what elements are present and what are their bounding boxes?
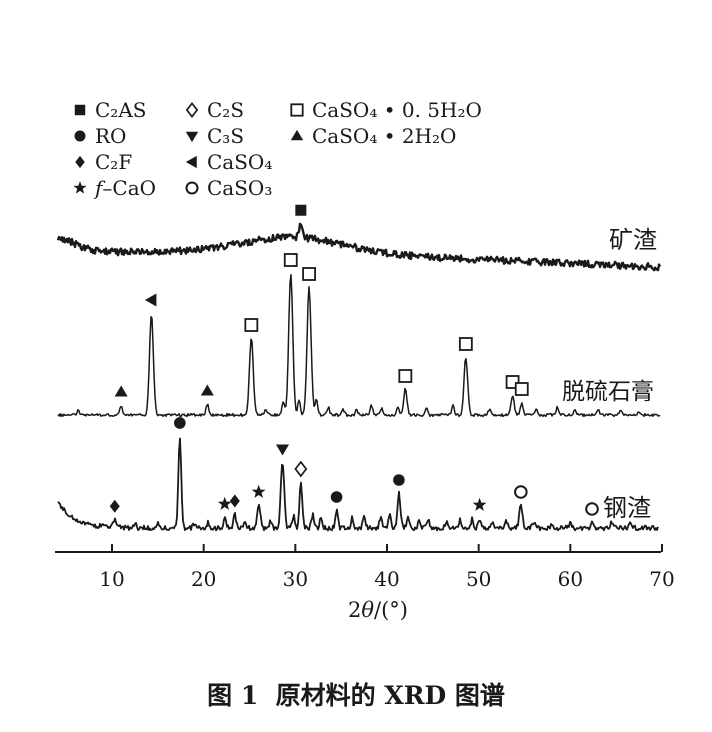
filled-circle-icon <box>74 130 86 142</box>
filled-triangle-up-marker <box>200 384 214 396</box>
legend-label: RO <box>95 124 127 148</box>
filled-circle-marker <box>74 130 86 142</box>
filled-circle-marker <box>330 491 343 503</box>
filled-diamond-marker <box>75 155 85 169</box>
tick-label: 60 <box>558 567 583 591</box>
legend-column: C₂AS RO C₂F f–CaO <box>71 97 156 201</box>
phase-legend: C₂AS RO C₂F f–CaO C₂S C₃S CaSO₄ CaSO₃ CaSO₄ • 0.… <box>0 97 712 207</box>
legend-label: C₃S <box>207 124 245 148</box>
tick-label: 40 <box>374 567 399 591</box>
open-square-marker <box>302 267 316 281</box>
legend-column: CaSO₄ • 0. 5H₂O CaSO₄ • 2H₂O <box>288 97 482 149</box>
filled-triangle-left-icon <box>185 155 197 169</box>
legend-item: C₂F <box>71 149 156 175</box>
legend-label: C₂F <box>95 150 133 174</box>
filled-circle-marker <box>393 474 405 486</box>
filled-star-icon <box>73 181 87 194</box>
filled-diamond-icon <box>75 155 85 169</box>
legend-item: CaSO₄ • 2H₂O <box>288 123 482 149</box>
filled-triangle-down-marker <box>276 444 290 456</box>
legend-item: C₃S <box>183 123 272 149</box>
legend-item: CaSO₃ <box>183 175 272 201</box>
tick-label: 30 <box>283 567 308 591</box>
legend-label: CaSO₃ <box>207 176 273 200</box>
xrd-curve <box>56 222 662 272</box>
open-square-marker <box>283 253 298 267</box>
axis-title: 2θ/(°) <box>348 598 408 622</box>
figure-caption: 图 1 原材料的 XRD 图谱 <box>207 681 505 710</box>
filled-diamond-marker <box>109 499 120 513</box>
filled-triangle-left-marker <box>185 155 197 169</box>
open-square-marker <box>458 337 473 351</box>
legend-label: C₂S <box>207 98 245 122</box>
xrd-curve <box>57 274 661 418</box>
filled-square-icon <box>74 104 86 116</box>
open-diamond-marker <box>185 101 199 119</box>
tick-label: 50 <box>466 567 491 591</box>
legend-item: CaSO₄ <box>183 149 272 175</box>
filled-star-marker <box>217 496 232 510</box>
filled-star-marker <box>472 497 487 511</box>
filled-circle-marker <box>174 417 186 429</box>
tick-label: 70 <box>649 567 674 591</box>
filled-triangle-left-marker <box>144 293 157 307</box>
legend-label: f–CaO <box>95 176 157 200</box>
tick-label: 10 <box>99 567 124 591</box>
filled-triangle-up-marker <box>290 129 304 141</box>
xrd-pattern-脱硫石膏: 脱硫石膏 <box>57 253 661 418</box>
open-circle-icon <box>185 181 199 195</box>
xrd-pattern-钢渣: 钢渣 <box>57 417 659 532</box>
filled-triangle-down-marker <box>185 131 199 143</box>
open-diamond-icon <box>185 101 199 119</box>
open-square-icon <box>290 103 304 117</box>
legend-label: C₂AS <box>95 98 147 122</box>
legend-item: RO <box>71 123 156 149</box>
legend-item: CaSO₄ • 0. 5H₂O <box>288 97 482 123</box>
filled-square-marker <box>295 204 307 216</box>
curve-label: 矿渣 <box>609 226 657 254</box>
open-diamond-marker <box>294 460 308 478</box>
legend-column: C₂S C₃S CaSO₄ CaSO₃ <box>183 97 272 201</box>
filled-triangle-down-icon <box>185 131 199 143</box>
filled-triangle-up-marker <box>114 385 128 397</box>
xrd-pattern-矿渣: 矿渣 <box>56 204 662 272</box>
open-square-marker <box>514 382 529 396</box>
curve-label: 钢渣 <box>603 494 651 522</box>
legend-label: CaSO₄ <box>207 150 273 174</box>
open-square-marker <box>244 318 259 332</box>
open-square-marker <box>290 103 304 117</box>
curve-label: 脱硫石膏 <box>562 379 654 405</box>
filled-triangle-up-icon <box>290 129 304 141</box>
legend-item: C₂AS <box>71 97 156 123</box>
open-circle-marker <box>514 485 528 499</box>
legend-label: CaSO₄ • 0. 5H₂O <box>312 98 482 122</box>
filled-star-marker <box>251 484 266 498</box>
filled-diamond-marker <box>229 494 240 508</box>
open-circle-marker <box>185 181 199 195</box>
xrd-curve <box>57 437 659 532</box>
legend-label: CaSO₄ • 2H₂O <box>312 124 457 148</box>
legend-item: f–CaO <box>71 175 156 201</box>
filled-star-marker <box>73 181 87 194</box>
filled-square-marker <box>74 104 86 116</box>
x-axis: 10 20 30 40 50 60 70 2θ/(°) <box>55 544 675 622</box>
legend-item: C₂S <box>183 97 272 123</box>
open-square-marker <box>398 369 413 383</box>
tick-label: 20 <box>191 567 216 591</box>
open-circle-marker <box>585 502 599 516</box>
